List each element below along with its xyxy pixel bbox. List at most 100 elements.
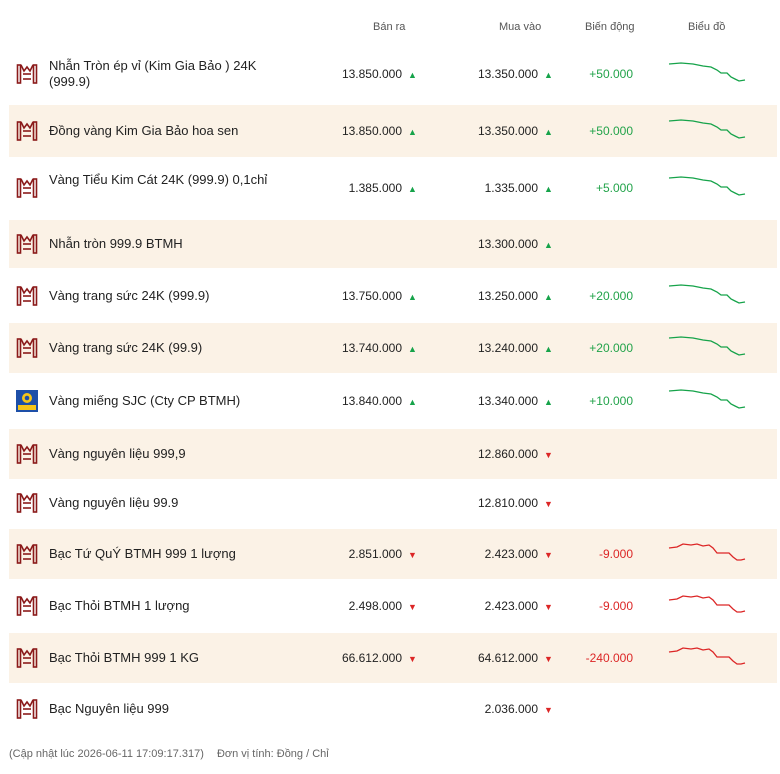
down-arrow-icon: ▼ — [408, 654, 417, 664]
product-name: Nhẫn tròn 999.9 BTMH — [49, 236, 183, 251]
price-change: +50.000 — [589, 124, 633, 138]
buy-price: 13.350.000 ▲ — [477, 124, 553, 138]
buy-price: 2.423.000 ▼ — [484, 547, 553, 561]
footer: (Cập nhật lúc 2026-06-11 17:09:17.317) Đ… — [9, 748, 339, 760]
table-row[interactable]: Bạc Thỏi BTMH 999 1 KG 66.612.000 ▼ 64.612.… — [9, 633, 777, 683]
buy-price: 12.860.000 ▼ — [477, 447, 553, 461]
sell-price: 13.840.000 ▲ — [341, 394, 417, 408]
product-name: Vàng miếng SJC (Cty CP BTMH) — [49, 393, 241, 408]
buy-price-value: 13.350.000 — [477, 67, 538, 81]
sell-price-value: 13.750.000 — [341, 289, 402, 303]
btmh-logo-icon — [16, 120, 38, 142]
price-change: -9.000 — [598, 547, 633, 561]
table-row[interactable]: Bạc Thỏi BTMH 1 lượng 2.498.000 ▼ 2.423.000… — [9, 581, 777, 631]
table-row[interactable]: Vàng trang sức 24K (999.9) 13.750.000 ▲ 13.… — [9, 271, 777, 321]
buy-price-value: 2.423.000 — [484, 599, 538, 613]
table-row[interactable]: Vàng miếng SJC (Cty CP BTMH) 13.840.000 ▲ 1… — [9, 376, 777, 426]
sell-price-value: 13.850.000 — [341, 124, 402, 138]
sparkline-chart[interactable] — [667, 642, 747, 672]
btmh-logo-icon — [16, 492, 38, 514]
table-row[interactable]: Nhẫn Tròn ép vỉ (Kim Gia Bảo ) 24K (999.… — [9, 46, 777, 102]
table-header: Bán ra Mua vào Biến động Biểu đồ — [0, 0, 780, 50]
sell-price: 1.385.000 ▲ — [349, 181, 417, 195]
up-arrow-icon: ▲ — [408, 292, 417, 302]
buy-price-value: 12.860.000 — [477, 447, 538, 461]
header-change: Biến động — [585, 21, 635, 33]
buy-price-value: 1.335.000 — [484, 181, 538, 195]
btmh-logo-icon — [16, 233, 38, 255]
down-arrow-icon: ▼ — [544, 705, 553, 715]
buy-price: 13.250.000 ▲ — [477, 289, 553, 303]
buy-price-value: 2.423.000 — [484, 547, 538, 561]
sparkline-chart[interactable] — [667, 58, 747, 88]
up-arrow-icon: ▲ — [544, 127, 553, 137]
up-arrow-icon: ▲ — [408, 344, 417, 354]
product-name: Bạc Nguyên liệu 999 — [49, 701, 169, 716]
buy-price-value: 12.810.000 — [477, 496, 538, 510]
sparkline-chart[interactable] — [667, 538, 747, 568]
btmh-logo-icon — [16, 647, 38, 669]
header-chart: Biểu đồ — [688, 21, 726, 33]
buy-price-value: 13.350.000 — [477, 124, 538, 138]
down-arrow-icon: ▼ — [544, 499, 553, 509]
sell-price: 2.498.000 ▼ — [348, 599, 417, 613]
sell-price: 13.850.000 ▲ — [341, 124, 417, 138]
btmh-logo-icon — [16, 337, 38, 359]
btmh-logo-icon — [16, 443, 38, 465]
product-name: Vàng nguyên liệu 99.9 — [49, 495, 179, 510]
table-row[interactable]: Vàng nguyên liệu 999,9 12.860.000 ▼ — [9, 429, 777, 479]
sell-price: 66.612.000 ▼ — [341, 651, 417, 665]
price-change: +5.000 — [595, 181, 633, 195]
down-arrow-icon: ▼ — [544, 602, 553, 612]
sparkline-chart[interactable] — [667, 590, 747, 620]
product-name: Bạc Thỏi BTMH 999 1 KG — [49, 650, 200, 665]
down-arrow-icon: ▼ — [544, 450, 553, 460]
down-arrow-icon: ▼ — [408, 602, 417, 612]
buy-price-value: 13.250.000 — [477, 289, 538, 303]
table-row[interactable]: Nhẫn tròn 999.9 BTMH 13.300.000 ▲ — [9, 220, 777, 268]
buy-price: 13.350.000 ▲ — [477, 67, 553, 81]
table-row[interactable]: Đồng vàng Kim Gia Bảo hoa sen 13.850.000 ▲… — [9, 105, 777, 157]
product-name: Bạc Thỏi BTMH 1 lượng — [49, 598, 190, 613]
sell-price-value: 13.840.000 — [341, 394, 402, 408]
sparkline-chart[interactable] — [667, 172, 747, 202]
buy-price: 13.300.000 ▲ — [477, 237, 553, 251]
down-arrow-icon: ▼ — [544, 550, 553, 560]
table-row[interactable]: Vàng Tiểu Kim Cát 24K (999.9) 0,1chỉ 1.38… — [9, 160, 777, 216]
sell-price-value: 66.612.000 — [341, 651, 402, 665]
sell-price: 2.851.000 ▼ — [348, 547, 417, 561]
unit-label: Đơn vị tính: Đồng / Chỉ — [216, 748, 329, 760]
product-name: Đồng vàng Kim Gia Bảo hoa sen — [49, 123, 239, 138]
down-arrow-icon: ▼ — [544, 654, 553, 664]
product-name: Vàng trang sức 24K (99.9) — [49, 340, 203, 355]
table-row[interactable]: Vàng trang sức 24K (99.9) 13.740.000 ▲ 13.2… — [9, 323, 777, 373]
price-change: +50.000 — [589, 67, 633, 81]
sell-price-value: 2.498.000 — [348, 599, 402, 613]
table-row[interactable]: Vàng nguyên liệu 99.9 12.810.000 ▼ — [9, 480, 777, 526]
up-arrow-icon: ▲ — [544, 240, 553, 250]
table-row[interactable]: Bạc Nguyên liệu 999 2.036.000 ▼ — [9, 686, 777, 732]
up-arrow-icon: ▲ — [544, 184, 553, 194]
up-arrow-icon: ▲ — [544, 344, 553, 354]
sparkline-chart[interactable] — [667, 332, 747, 362]
btmh-logo-icon — [16, 595, 38, 617]
buy-price-value: 64.612.000 — [477, 651, 538, 665]
price-change: +10.000 — [589, 394, 633, 408]
btmh-logo-icon — [16, 177, 38, 199]
buy-price: 1.335.000 ▲ — [484, 181, 553, 195]
sparkline-chart[interactable] — [667, 115, 747, 145]
product-name: Nhẫn Tròn ép vỉ (Kim Gia Bảo ) 24K (999.… — [49, 58, 257, 89]
buy-price: 12.810.000 ▼ — [477, 496, 553, 510]
sparkline-chart[interactable] — [667, 280, 747, 310]
sell-price: 13.750.000 ▲ — [341, 289, 417, 303]
table-row[interactable]: Bạc Tứ QuÝ BTMH 999 1 lượng 2.851.000 ▼ 2.4… — [9, 529, 777, 579]
buy-price: 13.240.000 ▲ — [478, 341, 553, 355]
buy-price-value: 13.300.000 — [477, 237, 538, 251]
sparkline-chart[interactable] — [667, 385, 747, 415]
buy-price-value: 2.036.000 — [484, 702, 538, 716]
up-arrow-icon: ▲ — [408, 397, 417, 407]
up-arrow-icon: ▲ — [408, 184, 417, 194]
btmh-logo-icon — [16, 543, 38, 565]
product-name: Vàng Tiểu Kim Cát 24K (999.9) 0,1chỉ — [49, 172, 268, 187]
sell-price-value: 2.851.000 — [348, 547, 402, 561]
